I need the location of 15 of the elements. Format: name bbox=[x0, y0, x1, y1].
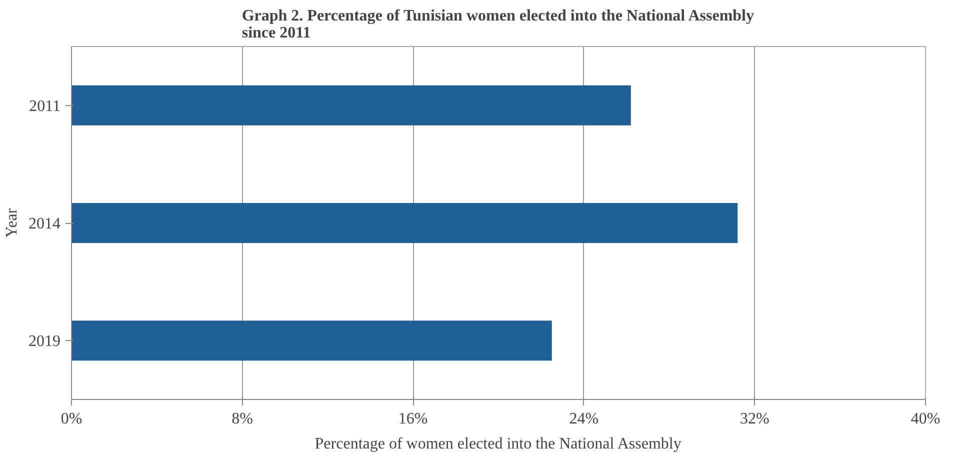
x-tick-label: 32% bbox=[740, 410, 770, 428]
x-tick-label: 16% bbox=[398, 410, 428, 428]
x-axis-title: Percentage of women elected into the National Assembly bbox=[314, 436, 682, 452]
bar bbox=[72, 85, 631, 126]
y-tick-label: 2011 bbox=[29, 98, 60, 115]
bar bbox=[72, 320, 552, 361]
y-tick-label: 2019 bbox=[28, 333, 60, 350]
bar bbox=[72, 202, 738, 244]
x-tick-label: 24% bbox=[569, 410, 599, 428]
x-tick-label: 8% bbox=[232, 410, 253, 428]
y-axis-title: Year bbox=[4, 208, 20, 238]
chart-title: Graph 2. Percentage of Tunisian women elected into the National Assembly since 2011 bbox=[242, 8, 754, 42]
x-tick-label: 40% bbox=[910, 410, 940, 428]
y-tick-label: 2014 bbox=[28, 216, 60, 232]
x-tick-label: 0% bbox=[60, 410, 82, 428]
